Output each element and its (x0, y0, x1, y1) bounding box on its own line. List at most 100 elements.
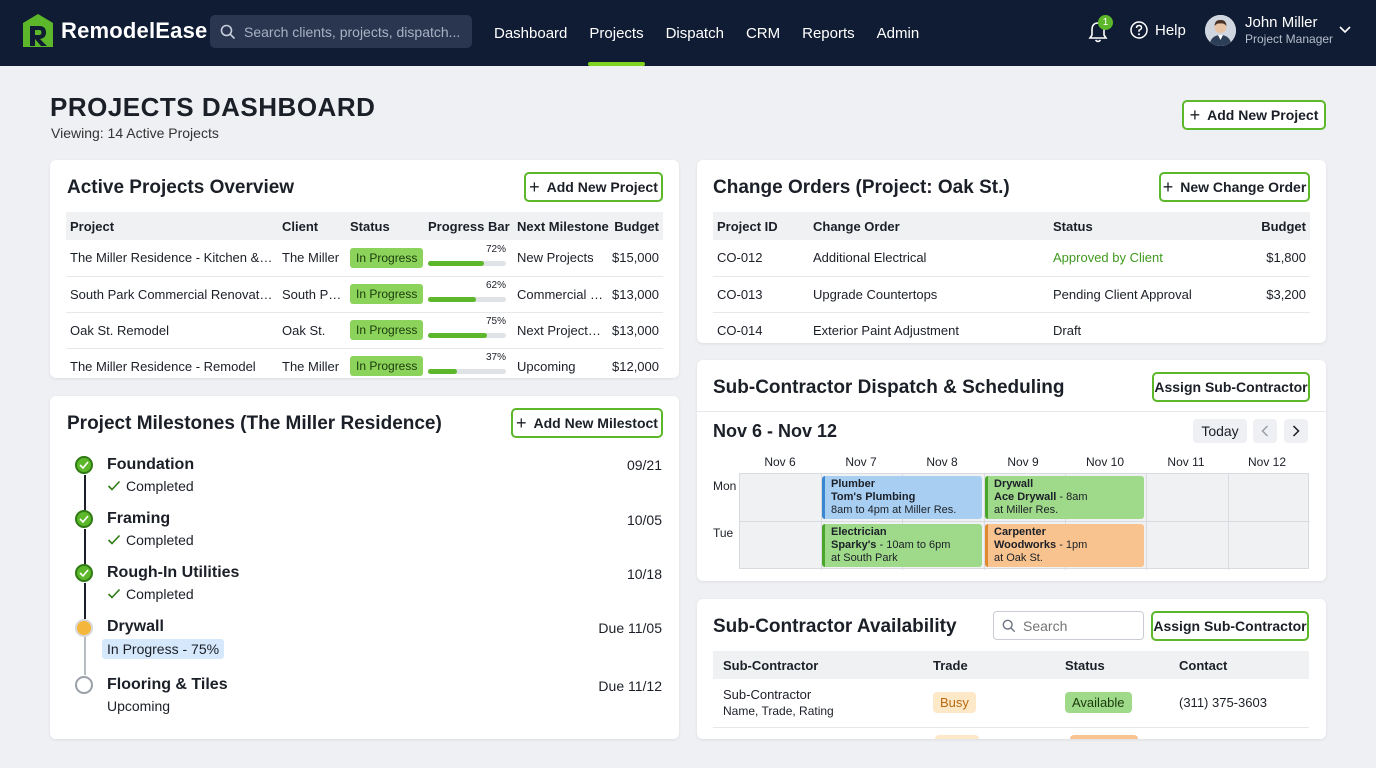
calendar-day-header: Nov 6 (764, 455, 796, 469)
project-name[interactable]: South Park Commercial Renovation (66, 276, 278, 313)
col-client[interactable]: Client (278, 212, 346, 240)
change-order-name: Upgrade Countertops (809, 276, 1049, 313)
check-icon (107, 480, 121, 491)
user-menu[interactable]: John Miller Project Manager (1205, 14, 1333, 46)
milestone-name[interactable]: Flooring & Tiles (107, 676, 228, 693)
col-trade[interactable]: Trade (929, 651, 1061, 679)
col-project-id[interactable]: Project ID (713, 212, 809, 240)
prev-week-button[interactable] (1253, 419, 1277, 443)
calendar-event[interactable]: Plumber Tom's Plumbing 8am to 4pm at Mil… (822, 476, 982, 519)
today-button[interactable]: Today (1193, 419, 1247, 443)
milestone-status: Completed (107, 532, 194, 548)
sub-contractor-detail: Name, Trade, Rating (723, 703, 834, 718)
table-row[interactable]: The Miller Residence - Kitchen & Bath Th… (66, 240, 663, 277)
project-name[interactable]: The Miller Residence - Kitchen & Bath (66, 240, 278, 277)
change-order-status: Approved by Client (1049, 240, 1239, 277)
change-order-status: Draft (1049, 312, 1239, 343)
milestone-name[interactable]: Drywall (107, 618, 164, 635)
table-row[interactable]: Oak St. Remodel Oak St. In Progress 75% … (66, 312, 663, 349)
main-nav: Dashboard Projects Dispatch CRM Reports … (483, 0, 930, 66)
progress-bar: 62% (428, 280, 506, 304)
col-status[interactable]: Status (346, 212, 424, 240)
milestone-date: 10/18 (626, 566, 662, 582)
change-order-id[interactable]: CO-013 (713, 276, 809, 313)
event-time: - 10am to 6pm (876, 539, 951, 551)
col-change-order[interactable]: Change Order (809, 212, 1049, 240)
col-progress[interactable]: Progress Bar (424, 212, 513, 240)
global-search[interactable] (210, 15, 472, 48)
active-projects-add-button[interactable]: + Add New Project (524, 172, 663, 202)
event-trade: Electrician (831, 526, 887, 538)
status-badge: In Progress (350, 356, 424, 376)
table-row[interactable]: CO-013 Upgrade Countertops Pending Clien… (713, 276, 1310, 313)
chevron-right-icon (1292, 425, 1300, 437)
availability-search[interactable] (993, 611, 1144, 640)
assign-sub-contractor-label: Assign Sub-Contractor (1153, 618, 1307, 634)
assign-sub-contractor-button[interactable]: Assign Sub-Contractor (1151, 611, 1309, 641)
table-row[interactable]: CO-014 Exterior Paint Adjustment Draft (713, 312, 1310, 343)
check-icon (79, 461, 89, 470)
change-order-budget: $3,200 (1239, 276, 1310, 313)
partial-status-badge (1070, 735, 1138, 739)
nav-dashboard[interactable]: Dashboard (494, 24, 568, 42)
active-projects-table: Project Client Status Progress Bar Next … (66, 212, 663, 378)
user-role: Project Manager (1245, 32, 1334, 46)
nav-dispatch[interactable]: Dispatch (665, 24, 724, 42)
col-budget[interactable]: Budget (1239, 212, 1310, 240)
event-contractor: Tom's Plumbing (831, 491, 916, 503)
col-status[interactable]: Status (1061, 651, 1175, 679)
col-contact[interactable]: Contact (1175, 651, 1309, 679)
add-new-project-button[interactable]: + Add New Project (1182, 100, 1326, 130)
project-name[interactable]: The Miller Residence - Remodel (66, 348, 278, 378)
change-order-name: Additional Electrical (809, 240, 1049, 277)
add-milestone-button[interactable]: + Add New Milestoct (511, 408, 663, 438)
search-input[interactable] (244, 23, 464, 40)
progress-label: 72% (485, 243, 506, 255)
plus-icon: + (1189, 105, 1201, 125)
nav-crm[interactable]: CRM (745, 24, 781, 42)
col-sub-contractor[interactable]: Sub-Contractor (713, 651, 929, 679)
table-row[interactable]: The Miller Residence - Remodel The Mille… (66, 348, 663, 378)
nav-reports[interactable]: Reports (802, 24, 855, 42)
change-order-id[interactable]: CO-014 (713, 312, 809, 343)
change-order-id[interactable]: CO-012 (713, 240, 809, 277)
nav-projects[interactable]: Projects (578, 0, 654, 66)
table-row[interactable]: Sub-Contractor Name, Trade, Rating Busy … (713, 679, 1309, 728)
table-row[interactable]: South Park Commercial Renovation South P… (66, 276, 663, 313)
milestone-name[interactable]: Foundation (107, 456, 195, 473)
date-range: Nov 6 - Nov 12 (713, 421, 838, 441)
project-name[interactable]: Oak St. Remodel (66, 312, 278, 349)
app-logo[interactable]: RemodelEase (22, 13, 208, 49)
milestone-name[interactable]: Rough-In Utilities (107, 564, 240, 581)
nav-admin[interactable]: Admin (876, 24, 920, 42)
partial-trade-badge (935, 735, 979, 739)
col-status[interactable]: Status (1049, 212, 1239, 240)
progress-label: 37% (485, 352, 506, 363)
col-next-milestone[interactable]: Next Milestone (513, 212, 609, 240)
check-icon (79, 515, 89, 524)
calendar-event[interactable]: Electrician Sparky's - 10am to 6pm at So… (822, 524, 982, 567)
help-link[interactable]: Help (1130, 21, 1186, 39)
user-name: John Miller (1245, 14, 1318, 31)
milestone-status: Upcoming (107, 698, 171, 714)
table-row[interactable]: CO-012 Additional Electrical Approved by… (713, 240, 1310, 277)
plus-icon: + (516, 413, 527, 433)
col-budget[interactable]: Budget (608, 212, 663, 240)
new-change-order-button[interactable]: + New Change Order (1159, 172, 1310, 202)
chevron-down-icon[interactable] (1339, 26, 1351, 34)
assign-sub-contractor-button[interactable]: Assign Sub-Contractor (1152, 372, 1310, 402)
availability-search-input[interactable] (1023, 617, 1133, 634)
next-week-button[interactable] (1284, 419, 1308, 443)
calendar-event[interactable]: Carpenter Woodworks - 1pm at Oak St. (985, 524, 1144, 567)
change-order-budget: $1,800 (1239, 240, 1310, 277)
event-time: - 8am (1056, 491, 1088, 503)
calendar-event[interactable]: Drywall Ace Drywall - 8am at Miller Res. (985, 476, 1144, 519)
notification-badge: 1 (1098, 15, 1113, 30)
change-orders-card: Change Orders (Project: Oak St.) + New Ch… (697, 160, 1326, 343)
sub-contractor-name[interactable]: Sub-Contractor (723, 686, 812, 702)
col-project[interactable]: Project (66, 212, 278, 240)
timeline-connector (84, 583, 86, 619)
active-projects-add-label: Add New Project (546, 179, 658, 195)
milestone-name[interactable]: Framing (107, 510, 171, 527)
contact-phone[interactable]: (311) 375-3603 (1175, 679, 1309, 728)
